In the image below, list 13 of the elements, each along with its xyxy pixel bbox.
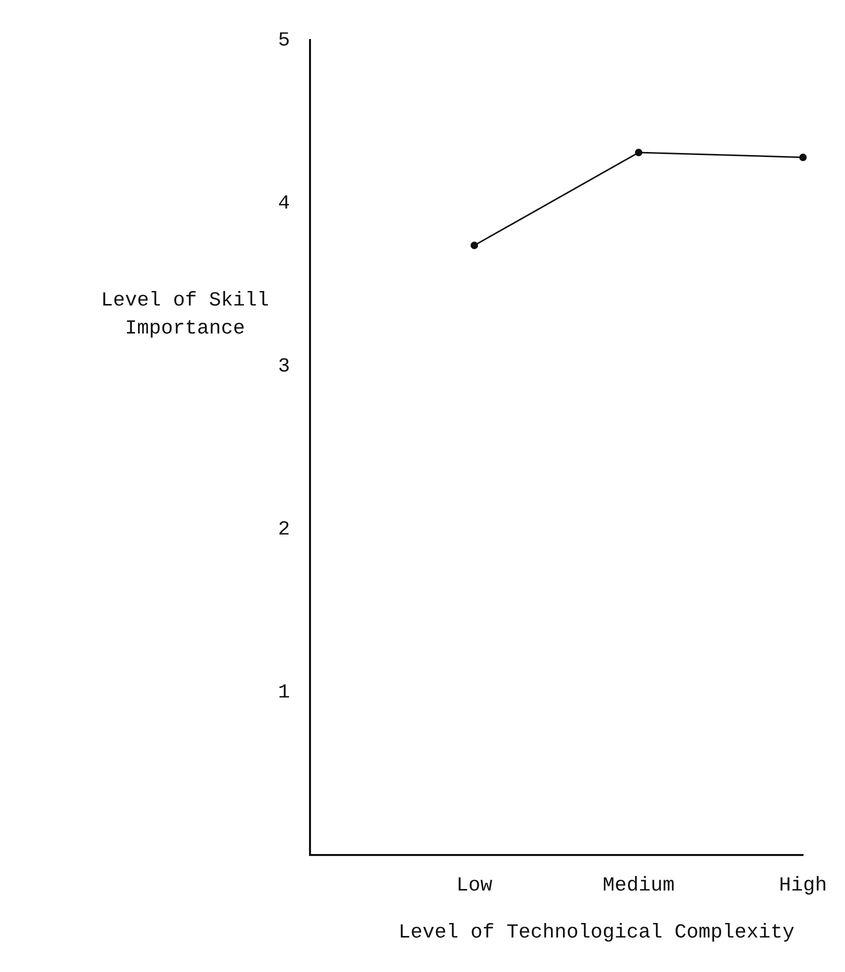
x-tick-label: Medium [602,874,675,898]
y-tick-label: 2 [278,518,290,542]
y-tick-label: 3 [278,355,290,378]
y-tick-label: 4 [278,192,290,216]
y-tick-label: 1 [278,681,290,704]
point [470,242,478,250]
x-tick-label: High [778,874,828,898]
x-tick-label: Low [456,874,492,898]
y-tick-label: 5 [278,29,290,52]
point [634,148,642,156]
point [799,154,807,162]
x-axis-title: Level of Technological Complexity [398,921,795,944]
y-axis-title: Level of Skill Importance [100,289,270,340]
